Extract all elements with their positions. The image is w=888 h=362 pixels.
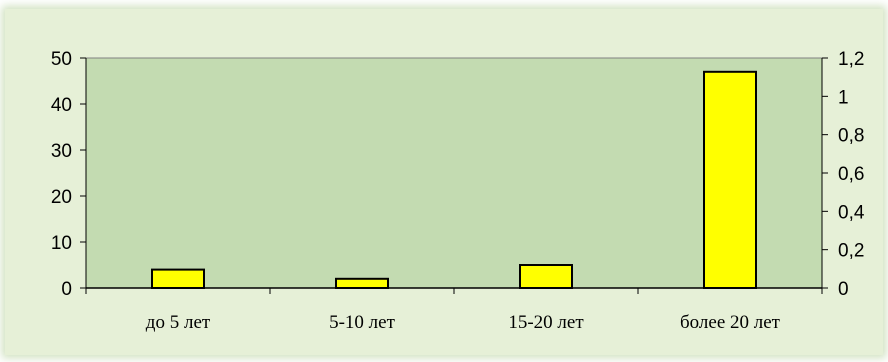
y-tick-label: 10 (51, 233, 72, 254)
bar (151, 268, 205, 290)
y2-tick-label: 0,6 (838, 164, 864, 185)
y2-tick-label: 0,2 (838, 241, 864, 262)
x-tick-label: более 20 лет (680, 312, 781, 333)
y-tick-label: 50 (51, 49, 72, 70)
y2-tick-label: 1,2 (838, 49, 864, 70)
bar (335, 277, 389, 289)
chart-frame: 0 10 20 30 40 50 0 0,2 0,4 0,6 0,8 1 1,2 до 5 лет 5-10… (5, 9, 883, 355)
plot-area (85, 57, 823, 289)
bar (703, 70, 757, 289)
y-tick-label: 40 (51, 95, 72, 116)
y-tick-label: 0 (61, 279, 72, 300)
y-tick-label: 30 (51, 141, 72, 162)
y-tick-label: 20 (51, 187, 72, 208)
bar-chart: 0 10 20 30 40 50 0 0,2 0,4 0,6 0,8 1 1,2 до 5 лет 5-10… (51, 49, 865, 333)
x-tick-label: 15-20 лет (508, 312, 584, 333)
y2-tick-label: 0 (838, 279, 849, 300)
bar (519, 264, 573, 289)
y2-tick-label: 0,8 (838, 126, 864, 147)
y2-tick-label: 1 (838, 87, 849, 108)
x-tick-label: до 5 лет (146, 312, 211, 333)
x-tick-label: 5-10 лет (329, 312, 395, 333)
y2-tick-label: 0,4 (838, 202, 865, 223)
